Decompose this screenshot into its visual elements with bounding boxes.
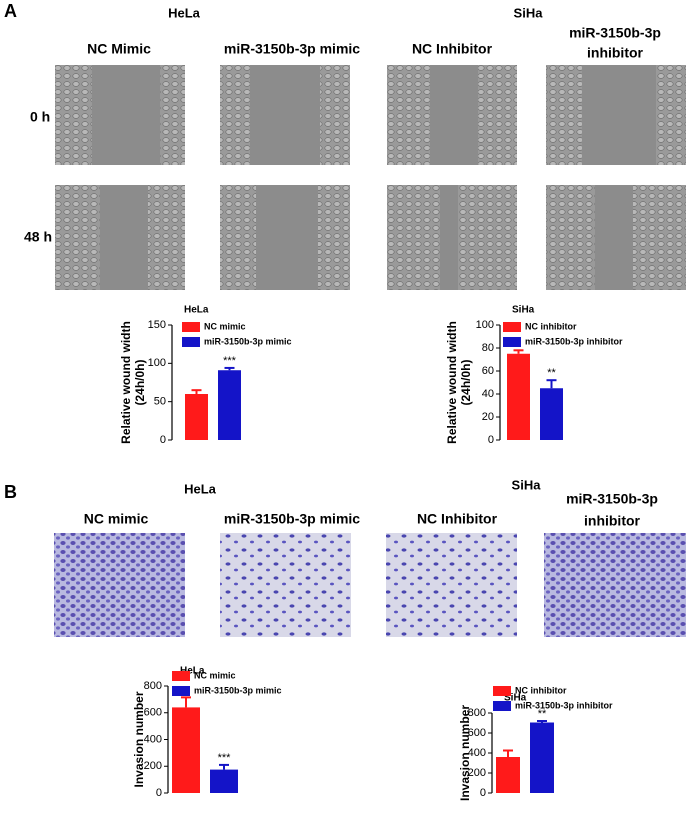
- legend-label: miR-3150b-3p mimic: [194, 685, 282, 695]
- row-label: 48 h: [24, 229, 52, 245]
- panel-label: B: [4, 482, 17, 502]
- column-label: NC Mimic: [87, 41, 151, 57]
- column-label: miR-3150b-3p: [569, 25, 661, 41]
- panel-label: A: [4, 1, 17, 21]
- y-axis-label: (24h/0h): [459, 359, 473, 405]
- legend-swatch: [182, 322, 200, 332]
- bar: [172, 707, 200, 793]
- chart-title: SiHa: [504, 693, 527, 704]
- legend-swatch: [493, 701, 511, 711]
- legend-label: miR-3150b-3p mimic: [204, 336, 292, 346]
- column-label: miR-3150b-3p: [566, 491, 658, 507]
- y-axis-label: Invasion number: [458, 705, 472, 801]
- y-tick-label: 40: [482, 388, 494, 400]
- legend-label: miR-3150b-3p inhibitor: [525, 336, 623, 346]
- y-tick-label: 0: [160, 434, 166, 446]
- column-label: miR-3150b-3p mimic: [224, 511, 360, 527]
- bar: [530, 722, 554, 793]
- y-tick-label: 800: [144, 680, 162, 692]
- legend-label: NC mimic: [204, 321, 246, 331]
- chart-title: HeLa: [180, 666, 205, 677]
- row-label: 0 h: [30, 109, 50, 125]
- significance: **: [538, 708, 547, 720]
- legend-label: NC mimic: [194, 670, 236, 680]
- column-label: inhibitor: [584, 513, 641, 529]
- y-tick-label: 0: [488, 434, 494, 446]
- legend-swatch: [172, 686, 190, 696]
- y-tick-label: 150: [148, 319, 166, 331]
- wound-images: [55, 65, 686, 290]
- legend-label: miR-3150b-3p inhibitor: [515, 700, 613, 710]
- legend-swatch: [503, 322, 521, 332]
- column-label: inhibitor: [587, 45, 644, 61]
- bar: [507, 353, 530, 440]
- y-tick-label: 60: [482, 365, 494, 377]
- y-axis-label: Relative wound width: [445, 321, 459, 444]
- bar: [540, 388, 563, 440]
- y-tick-label: 0: [156, 787, 162, 799]
- y-tick-label: 80: [482, 342, 494, 354]
- bar: [210, 769, 238, 793]
- y-tick-label: 400: [144, 733, 162, 745]
- legend-swatch: [503, 337, 521, 347]
- column-label: miR-3150b-3p mimic: [224, 41, 360, 57]
- legend-swatch: [172, 671, 190, 681]
- bar: [185, 394, 208, 440]
- chart-title: SiHa: [512, 305, 535, 316]
- y-tick-label: 600: [468, 727, 486, 739]
- significance: **: [547, 367, 556, 379]
- bar: [218, 370, 241, 440]
- column-label: NC Inhibitor: [417, 511, 498, 527]
- legend-swatch: [493, 686, 511, 696]
- group-label: HeLa: [184, 481, 217, 496]
- y-tick-label: 50: [154, 396, 166, 408]
- significance: ***: [223, 355, 237, 367]
- group-label: SiHa: [514, 5, 544, 20]
- legend-label: NC inhibitor: [525, 321, 577, 331]
- significance: ***: [218, 752, 232, 764]
- legend-label: NC inhibitor: [515, 685, 567, 695]
- column-label: NC mimic: [84, 511, 149, 527]
- y-axis-label: (24h/0h): [133, 359, 147, 405]
- group-label: SiHa: [512, 477, 542, 492]
- y-tick-label: 600: [144, 707, 162, 719]
- group-label: HeLa: [168, 5, 201, 20]
- y-tick-label: 800: [468, 707, 486, 719]
- y-tick-label: 0: [480, 787, 486, 799]
- chart-title: HeLa: [184, 305, 209, 316]
- y-axis-label: Invasion number: [132, 691, 146, 787]
- bar: [496, 757, 520, 793]
- y-tick-label: 400: [468, 747, 486, 759]
- y-tick-label: 200: [144, 760, 162, 772]
- y-tick-label: 100: [148, 357, 166, 369]
- y-tick-label: 200: [468, 767, 486, 779]
- y-tick-label: 100: [476, 319, 494, 331]
- y-axis-label: Relative wound width: [119, 321, 133, 444]
- invasion-images: [54, 533, 686, 637]
- column-label: NC Inhibitor: [412, 41, 493, 57]
- y-tick-label: 20: [482, 411, 494, 423]
- legend-swatch: [182, 337, 200, 347]
